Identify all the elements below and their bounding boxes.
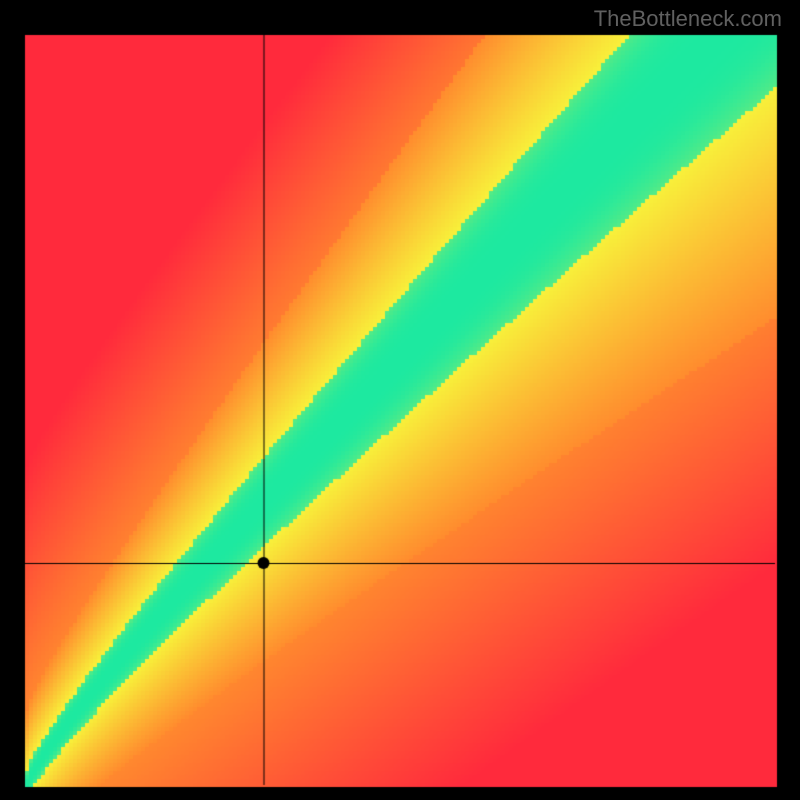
chart-container: TheBottleneck.com — [0, 0, 800, 800]
watermark-text: TheBottleneck.com — [594, 6, 782, 32]
heatmap-canvas — [0, 0, 800, 800]
